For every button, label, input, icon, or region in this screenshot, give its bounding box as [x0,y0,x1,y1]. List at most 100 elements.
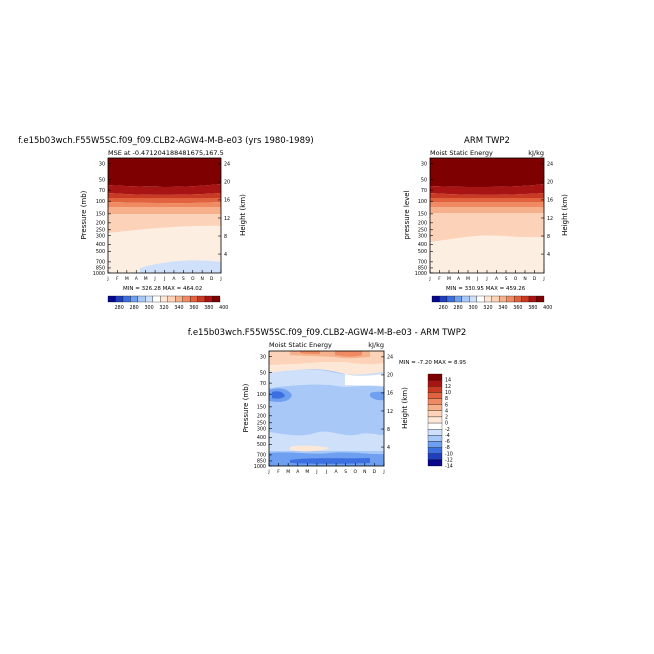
colorbar-label: -10 [445,451,453,457]
y-right-tick-label: 12 [224,216,230,222]
y-tick-label: 500 [96,249,105,255]
y-tick-label: 300 [418,233,427,239]
panel1-colorbar: 280 280 300 320 340 360 380 400 [107,295,228,311]
panel3-ylabel: Pressure (mb) [242,383,250,432]
colorbar-label: 10 [445,390,451,396]
y-right-tick-label: 4 [387,445,390,451]
x-tick-label: J [382,469,384,475]
colorbar-swatch [122,295,131,303]
colorbar-swatch [427,435,443,442]
colorbar-label: -2 [445,427,450,433]
y-tick-label: 100 [257,392,266,398]
y-right-tick-label: 4 [547,252,550,258]
y-tick-label: 850 [96,266,105,272]
panel2-title: ARM TWP2 [464,136,510,146]
colorbar-swatch [137,295,146,303]
x-tick-label: M [305,469,309,475]
x-tick-label: S [182,276,185,282]
colorbar-swatch [454,295,463,303]
colorbar-swatch [427,398,443,405]
colorbar-swatch [446,295,455,303]
colorbar-label: 400 [219,305,228,311]
y-tick-label: 300 [257,426,266,432]
y-tick-label: 250 [418,228,427,234]
colorbar-swatch [427,410,443,418]
x-tick-label: D [210,276,214,282]
y-tick-label: 400 [96,242,105,248]
y-tick-label: 50 [421,177,427,183]
colorbar-label: 320 [483,305,492,311]
y-tick-label: 200 [418,221,427,227]
x-tick-label: J [267,469,269,475]
colorbar-label: 6 [445,402,448,408]
colorbar-label: 400 [543,305,552,311]
y-tick-label: 150 [96,212,105,218]
y-tick-label: 200 [257,414,266,420]
x-tick-label: A [296,469,300,475]
x-tick-label: J [542,276,544,282]
colorbar-label: 300 [468,305,477,311]
colorbar-label: 360 [189,305,198,311]
y-tick-label: 400 [418,242,427,248]
x-tick-label: J [476,276,478,282]
x-tick-label: M [286,469,290,475]
x-tick-label: A [172,276,176,282]
colorbar-swatch [182,295,191,303]
y-right-tick-label: 8 [224,234,227,240]
colorbar-swatch [427,404,443,411]
colorbar-swatch [175,295,183,303]
colorbar-swatch [528,295,537,303]
colorbar-swatch [107,295,116,303]
y-tick-label: 250 [257,421,266,427]
colorbar-label: 280 [130,305,139,311]
colorbar-swatch [469,295,477,303]
x-tick-label: J [163,276,165,282]
colorbar-swatch [427,459,443,467]
colorbar-swatch [197,295,206,303]
colorbar-swatch [427,429,443,436]
y-tick-label: 700 [418,260,427,266]
panel3-minmax: MIN = -7.20 MAX = 8.95 [399,360,467,366]
colorbar-swatch [513,295,522,303]
x-tick-label: J [315,469,317,475]
x-tick-label: D [373,469,377,475]
y-tick-label: 500 [257,442,266,448]
y-tick-label: 100 [96,199,105,205]
x-tick-label: M [144,276,148,282]
colorbar-label: 280 [115,305,124,311]
x-tick-label: S [505,276,508,282]
x-tick-label: S [344,469,347,475]
x-tick-label: N [523,276,526,282]
colorbar-swatch [427,453,443,461]
colorbar-swatch [427,373,443,381]
y-right-tick-label: 16 [547,198,553,204]
x-tick-label: O [514,276,518,282]
x-tick-label: J [219,276,221,282]
colorbar-label: 380 [204,305,213,311]
colorbar-swatch [521,295,530,303]
x-tick-label: J [106,276,108,282]
x-tick-label: M [125,276,129,282]
colorbar-swatch [167,295,176,303]
y-right-tick-label: 8 [387,427,390,433]
x-tick-label: N [200,276,203,282]
x-tick-label: A [335,469,339,475]
colorbar-label: 280 [454,305,463,311]
y-tick-label: 150 [418,212,427,218]
colorbar-swatch [130,295,139,303]
y-tick-label: 850 [257,459,266,465]
panel2-ylabel: pressure level [403,190,411,239]
y-right-tick-label: 20 [224,180,230,186]
x-tick-label: F [438,276,441,282]
y-tick-label: 400 [257,435,266,441]
colorbar-swatch [189,295,198,303]
panel1-minmax: MIN = 326.28 MAX = 464.02 [123,286,202,292]
colorbar-swatch [427,422,443,430]
y-tick-label: 150 [257,405,266,411]
y-tick-label: 250 [96,228,105,234]
panel2-minmax: MIN = 330.95 MAX = 459.26 [446,286,526,292]
y-right-tick-label: 16 [224,198,230,204]
